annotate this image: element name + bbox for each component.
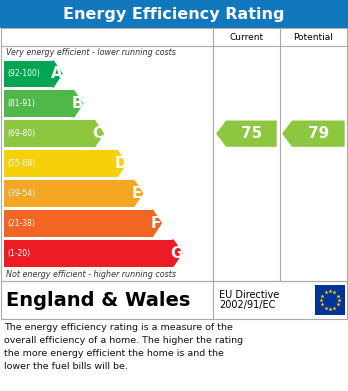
Text: (39-54): (39-54) [7,189,35,198]
Text: F: F [151,216,161,231]
Text: EU Directive: EU Directive [219,290,279,300]
Bar [0,0,348,28]
Text: A: A [50,66,62,81]
Text: (1-20): (1-20) [7,249,30,258]
Polygon shape [74,90,83,117]
Text: 2002/91/EC: 2002/91/EC [219,300,275,310]
Text: D: D [114,156,127,171]
Text: (92-100): (92-100) [7,70,40,79]
Text: (55-68): (55-68) [7,159,35,168]
Text: 79: 79 [308,126,329,141]
Bar [4,90,74,117]
Text: E: E [132,186,142,201]
Text: Very energy efficient - lower running costs: Very energy efficient - lower running co… [6,48,176,57]
Text: C: C [92,126,103,141]
Text: Potential: Potential [294,32,333,41]
Bar [1,281,347,319]
Text: G: G [170,246,183,260]
Polygon shape [173,240,182,267]
Polygon shape [94,120,103,147]
Polygon shape [117,150,126,177]
Bar [4,210,152,237]
Text: England & Wales: England & Wales [6,291,190,310]
Polygon shape [134,180,143,207]
Text: (69-80): (69-80) [7,129,35,138]
Polygon shape [152,210,161,237]
Text: The energy efficiency rating is a measure of the
overall efficiency of a home. T: The energy efficiency rating is a measur… [4,323,243,371]
Polygon shape [53,61,62,87]
Bar [315,285,345,315]
Text: Current: Current [229,32,263,41]
Bar [4,240,173,267]
Bar [4,120,94,147]
Text: B: B [71,96,83,111]
Text: Not energy efficient - higher running costs: Not energy efficient - higher running co… [6,270,176,279]
Polygon shape [283,121,344,146]
Bar [4,180,134,207]
Text: 75: 75 [240,126,262,141]
Bar [1,28,347,281]
Text: (21-38): (21-38) [7,219,35,228]
Text: Energy Efficiency Rating: Energy Efficiency Rating [63,7,285,22]
Text: (81-91): (81-91) [7,99,35,108]
Polygon shape [217,121,276,146]
Bar [4,150,117,177]
Bar [4,61,53,87]
